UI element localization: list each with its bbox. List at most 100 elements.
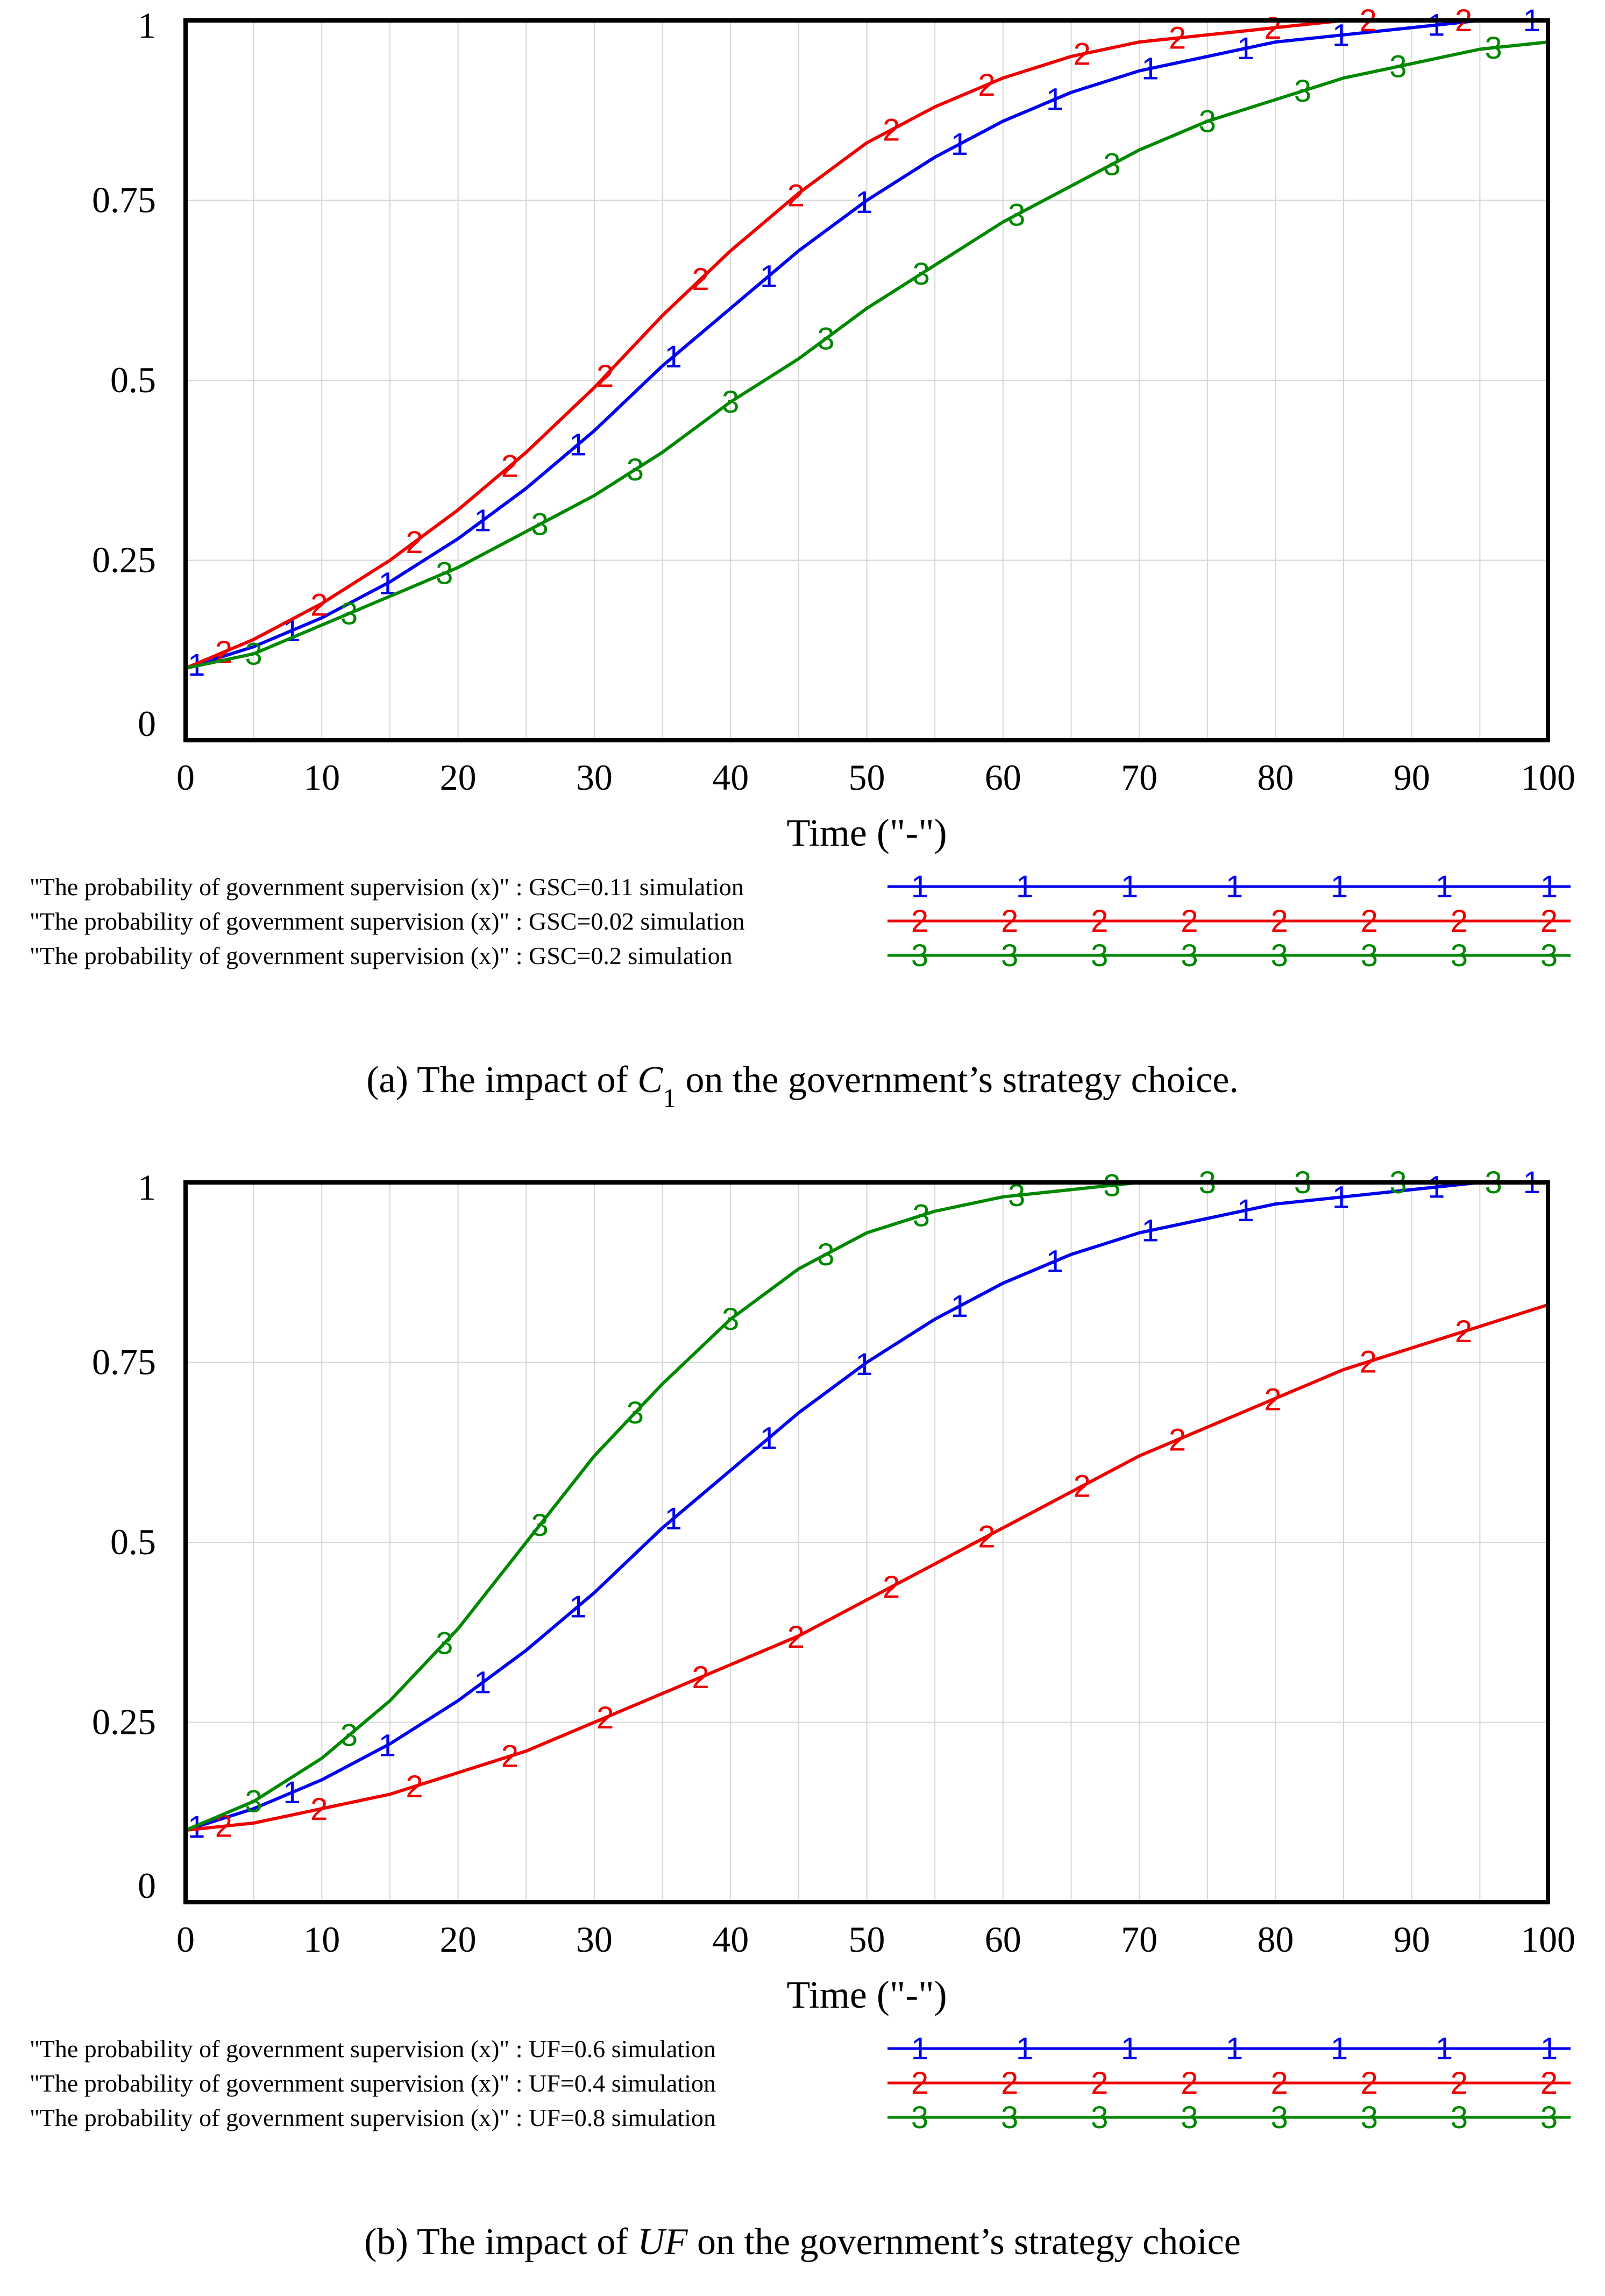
legend-marker-3: 3: [1181, 938, 1198, 973]
series-marker-3: 3: [1103, 147, 1120, 182]
legend-marker-1: 1: [1121, 869, 1138, 904]
x-tick-label: 0: [176, 757, 195, 798]
series-marker-3: 3: [1103, 1168, 1120, 1203]
series-marker-1: 1: [569, 1589, 586, 1624]
series-marker-2: 2: [787, 1620, 805, 1655]
series-marker-2: 2: [692, 1660, 709, 1695]
legend-marker-3: 3: [1361, 2100, 1378, 2135]
legend-marker-1: 1: [1226, 869, 1243, 904]
series-marker-1: 1: [951, 1289, 968, 1324]
legend-marker-2: 2: [1091, 904, 1108, 939]
series-marker-3: 3: [722, 385, 739, 420]
x-tick-label: 20: [440, 757, 477, 798]
series-marker-2: 2: [1455, 1314, 1472, 1349]
legend-marker-2: 2: [1001, 2066, 1018, 2101]
x-tick-label: 10: [303, 757, 340, 798]
series-marker-1: 1: [474, 1666, 491, 1700]
x-tick-label: 60: [985, 757, 1021, 798]
caption-prefix: (a) The impact of: [366, 1059, 637, 1101]
series-marker-3: 3: [1008, 197, 1025, 232]
legend-label-1: "The probability of government supervisi…: [30, 2035, 716, 2063]
x-tick-label: 50: [849, 757, 885, 798]
series-marker-3: 3: [627, 452, 644, 487]
series-marker-1: 1: [1428, 1170, 1445, 1205]
y-tick-label: 0.5: [110, 359, 156, 400]
legend-label-3: "The probability of government supervisi…: [30, 2104, 716, 2131]
x-tick-label: 100: [1521, 1919, 1575, 1960]
legend-marker-1: 1: [1436, 2031, 1453, 2066]
legend-marker-2: 2: [1361, 904, 1378, 939]
x-tick-label: 30: [576, 757, 613, 798]
legend-marker-2: 2: [1270, 904, 1288, 939]
legend-marker-1: 1: [911, 2031, 928, 2066]
x-axis-label: Time ("-"): [786, 811, 947, 854]
x-tick-label: 80: [1257, 757, 1294, 798]
x-tick-label: 0: [176, 1919, 195, 1960]
series-marker-3: 3: [817, 1237, 834, 1272]
series-marker-3: 3: [245, 636, 262, 671]
x-tick-label: 70: [1121, 757, 1157, 798]
legend-marker-1: 1: [1436, 869, 1453, 904]
series-marker-1: 1: [1046, 82, 1063, 117]
legend-marker-1: 1: [1331, 869, 1348, 904]
legend-marker-2: 2: [911, 904, 928, 939]
caption-symbol: C: [637, 1059, 663, 1101]
legend-marker-3: 3: [1540, 938, 1558, 973]
y-tick-label: 0: [138, 703, 156, 744]
series-marker-2: 2: [215, 635, 232, 670]
series-marker-3: 3: [913, 1199, 930, 1234]
legend-marker-2: 2: [1001, 904, 1018, 939]
legend-label-1: "The probability of government supervisi…: [30, 873, 744, 901]
legend-marker-3: 3: [1540, 2100, 1558, 2135]
series-marker-2: 2: [1360, 1344, 1377, 1379]
series-marker-3: 3: [1389, 49, 1407, 84]
legend-marker-1: 1: [1540, 2031, 1558, 2066]
series-marker-2: 2: [310, 587, 328, 622]
legend-marker-1: 1: [1016, 869, 1033, 904]
legend-marker-3: 3: [1361, 938, 1378, 973]
series-marker-1: 1: [1237, 1193, 1254, 1228]
series-marker-2: 2: [406, 525, 423, 560]
series-marker-1: 1: [1237, 31, 1254, 66]
legend-marker-2: 2: [1451, 2066, 1468, 2101]
series-marker-3: 3: [436, 556, 453, 591]
legend-marker-2: 2: [1270, 2066, 1288, 2101]
legend-marker-3: 3: [1001, 2100, 1018, 2135]
series-marker-2: 2: [310, 1792, 328, 1827]
legend-label-2: "The probability of government supervisi…: [30, 908, 745, 935]
series-marker-2: 2: [596, 359, 614, 394]
series-marker-3: 3: [817, 321, 834, 356]
legend-marker-1: 1: [1226, 2031, 1243, 2066]
caption-suffix: on the government’s strategy choice.: [676, 1059, 1239, 1101]
legend-marker-3: 3: [1001, 938, 1018, 973]
legend-marker-3: 3: [911, 938, 928, 973]
series-marker-2: 2: [501, 449, 519, 484]
series-marker-3: 3: [913, 257, 930, 292]
y-tick-label: 0.75: [92, 1342, 156, 1383]
series-marker-2: 2: [596, 1700, 614, 1735]
y-tick-label: 0.25: [92, 1702, 156, 1742]
legend-marker-2: 2: [1540, 904, 1558, 939]
series-marker-2: 2: [406, 1769, 423, 1804]
legend-marker-3: 3: [911, 2100, 928, 2135]
series-marker-1: 1: [855, 1347, 872, 1382]
series-marker-1: 1: [379, 1728, 396, 1763]
legend-marker-1: 1: [911, 869, 928, 904]
legend-marker-2: 2: [1181, 2066, 1198, 2101]
legend-label-3: "The probability of government supervisi…: [30, 942, 733, 969]
series-marker-1: 1: [855, 185, 872, 220]
caption-suffix: on the government’s strategy choice: [688, 2221, 1241, 2263]
y-tick-label: 1: [138, 1167, 156, 1208]
series-marker-2: 2: [692, 262, 709, 297]
series-marker-1: 1: [951, 127, 968, 162]
grid-lines: [185, 20, 1549, 741]
series-marker-1: 1: [569, 427, 586, 462]
x-tick-label: 30: [576, 1919, 613, 1960]
x-tick-label: 10: [303, 1919, 340, 1960]
caption-subscript: 1: [663, 1083, 676, 1113]
y-tick-label: 0.5: [110, 1521, 156, 1562]
x-tick-label: 80: [1257, 1919, 1294, 1960]
chart-panel-a: 0 0.25 0.5 0.75 1 0 10 20 30 40 50 60 70 80 90 100 Time …: [0, 0, 1605, 1130]
legend-marker-2: 2: [911, 2066, 928, 2101]
series-marker-1: 1: [760, 1421, 777, 1456]
